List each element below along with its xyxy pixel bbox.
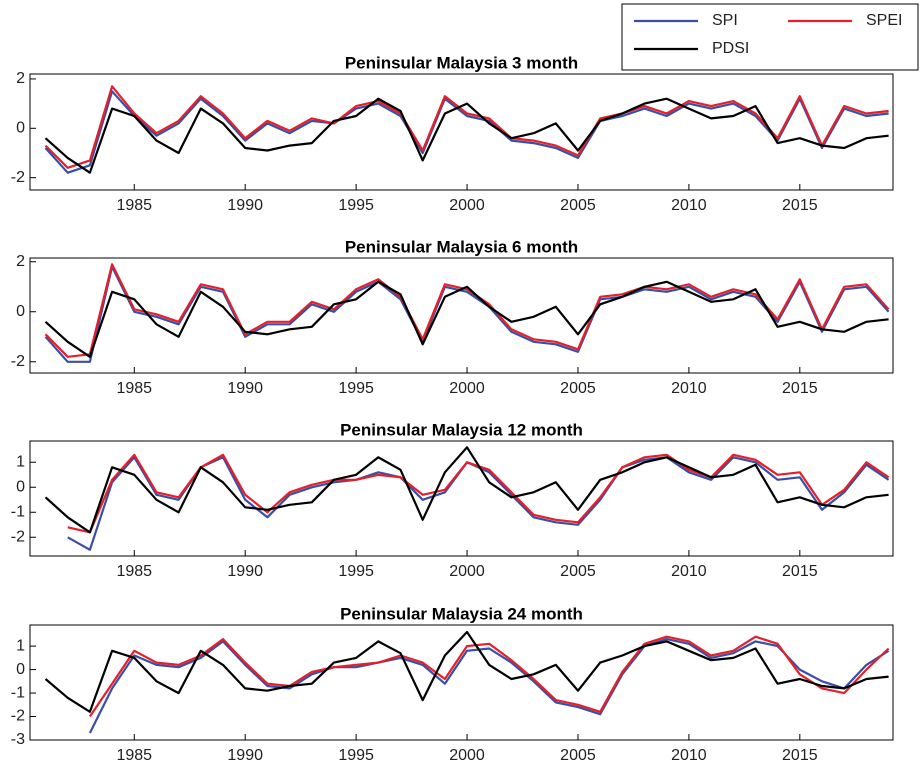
series-line (44, 280, 889, 358)
y-tick-label: 0 (16, 120, 25, 137)
axes-frame (29, 257, 894, 374)
x-tick-label: 2000 (449, 197, 485, 214)
legend-box (621, 3, 919, 71)
x-tick-label: 1985 (116, 747, 152, 764)
x-tick-label: 2005 (560, 747, 596, 764)
x-tick-label: 2010 (671, 563, 707, 580)
y-tick-label: -1 (11, 503, 25, 520)
x-tick-label: 1985 (116, 197, 152, 214)
series-line (44, 265, 890, 363)
series-line (44, 90, 889, 174)
x-tick-label: 1995 (338, 747, 374, 764)
chart-title: Peninsular Malaysia 24 month (340, 604, 583, 623)
y-tick-label: 0 (16, 661, 25, 678)
y-tick-label: 1 (16, 637, 25, 654)
y-tick-label: 1 (16, 453, 25, 470)
x-tick-label: 2010 (671, 380, 707, 397)
axes-background (30, 441, 893, 556)
chart-title: Peninsular Malaysia 3 month (345, 53, 578, 72)
x-tick-label: 2005 (560, 197, 596, 214)
x-tick-label: 1995 (338, 197, 374, 214)
x-tick-label: 2005 (560, 380, 596, 397)
x-tick-label: 1990 (227, 747, 263, 764)
axes-frame (29, 73, 894, 191)
chart-title: Peninsular Malaysia 12 month (340, 420, 583, 439)
chart-title: Peninsular Malaysia 6 month (345, 237, 578, 256)
x-tick-label: 1990 (227, 563, 263, 580)
y-tick-label: 2 (16, 253, 25, 270)
x-tick-label: 1990 (227, 380, 263, 397)
x-tick-label: 1995 (338, 563, 374, 580)
axes-frame (29, 440, 894, 557)
series-line (44, 630, 889, 713)
y-tick-label: -3 (11, 731, 25, 748)
x-tick-label: 1995 (338, 380, 374, 397)
y-tick-label: -2 (11, 169, 25, 186)
series-line (44, 446, 889, 534)
y-tick-label: 2 (16, 70, 25, 87)
y-tick-label: 0 (16, 303, 25, 320)
x-tick-label: 2015 (782, 197, 818, 214)
x-tick-label: 2000 (449, 380, 485, 397)
axes-background (30, 74, 893, 190)
x-tick-label: 2015 (782, 380, 818, 397)
legend-label: PDSI (712, 40, 749, 57)
y-tick-label: -2 (11, 528, 25, 545)
x-tick-label: 2010 (671, 747, 707, 764)
x-tick-label: 1985 (116, 380, 152, 397)
series-line (88, 635, 890, 718)
series-line (88, 638, 890, 734)
legend-label: SPEI (866, 12, 902, 29)
axes-background (30, 258, 893, 373)
x-tick-label: 2000 (449, 747, 485, 764)
x-tick-label: 2015 (782, 747, 818, 764)
y-tick-label: -1 (11, 684, 25, 701)
y-tick-label: -2 (11, 353, 25, 370)
series-line (44, 97, 889, 174)
y-tick-label: 0 (16, 478, 25, 495)
x-tick-label: 2015 (782, 563, 818, 580)
x-tick-label: 2005 (560, 563, 596, 580)
y-tick-label: -2 (11, 708, 25, 725)
x-tick-label: 1985 (116, 563, 152, 580)
x-tick-label: 2010 (671, 197, 707, 214)
legend-label: SPI (712, 12, 738, 29)
x-tick-label: 2000 (449, 563, 485, 580)
x-tick-label: 1990 (227, 197, 263, 214)
axes-frame (29, 624, 894, 741)
